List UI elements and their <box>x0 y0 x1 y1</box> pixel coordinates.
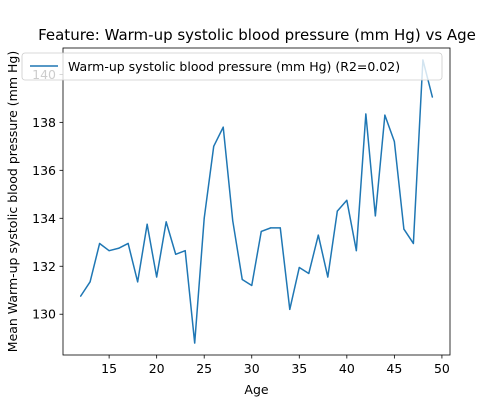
data-point <box>365 113 367 115</box>
x-tick-label: 30 <box>244 361 260 376</box>
data-point <box>137 281 139 283</box>
x-axis-label: Age <box>244 382 268 397</box>
data-point <box>79 295 82 297</box>
data-point <box>327 276 329 278</box>
data-point <box>393 140 395 143</box>
data-point <box>308 272 310 275</box>
data-point <box>194 342 196 344</box>
legend-box <box>21 52 443 81</box>
data-point <box>431 96 434 98</box>
data-point <box>89 281 91 283</box>
data-point <box>203 217 205 219</box>
data-point <box>184 250 186 252</box>
x-axis-ticks: 15 20 25 30 35 40 45 50 <box>101 355 450 376</box>
y-axis-label: Mean Warm-up systolic blood pressure (mm… <box>5 51 20 352</box>
data-point <box>374 215 376 217</box>
data-point <box>403 228 405 230</box>
y-tick-label: 136 <box>32 163 56 178</box>
data-point <box>127 242 129 245</box>
y-tick-label: 134 <box>32 211 56 226</box>
series-layer <box>79 59 434 344</box>
plot-area <box>63 48 450 355</box>
chart-title: Feature: Warm-up systolic blood pressure… <box>38 26 476 44</box>
data-point <box>279 227 281 229</box>
data-point <box>146 223 148 225</box>
data-point <box>232 220 234 222</box>
data-point <box>336 210 338 212</box>
data-point <box>251 284 253 287</box>
data-point <box>165 221 167 223</box>
x-tick-label: 45 <box>386 361 402 376</box>
x-tick-label: 50 <box>434 361 450 376</box>
y-axis-ticks: 130132134136138140 <box>32 67 63 322</box>
x-tick-label: 35 <box>291 361 307 376</box>
data-point <box>355 250 357 252</box>
data-point <box>175 253 177 255</box>
plot-frame <box>62 47 451 356</box>
data-point <box>317 234 319 236</box>
data-point <box>108 250 110 252</box>
data-point <box>118 247 120 249</box>
legend: Warm-up systolic blood pressure (mm Hg) … <box>21 52 443 81</box>
data-point <box>260 230 262 233</box>
legend-entry-label: Warm-up systolic blood pressure (mm Hg) … <box>68 59 400 74</box>
y-tick-label: 138 <box>32 115 56 130</box>
data-point <box>289 308 291 311</box>
data-point <box>270 227 272 229</box>
x-tick-label: 25 <box>196 361 212 376</box>
data-point <box>156 276 158 278</box>
data-point <box>298 266 300 269</box>
x-tick-label: 40 <box>339 361 355 376</box>
x-tick-label: 15 <box>101 361 117 376</box>
data-point <box>99 242 101 245</box>
data-point <box>384 114 386 116</box>
series-line <box>79 59 434 344</box>
data-point <box>412 242 414 245</box>
data-point <box>241 278 243 281</box>
data-point <box>346 199 348 201</box>
x-tick-label: 20 <box>149 361 165 376</box>
data-point <box>213 145 215 147</box>
y-tick-label: 132 <box>32 259 56 274</box>
y-tick-label: 130 <box>32 307 56 322</box>
data-point <box>222 126 224 128</box>
